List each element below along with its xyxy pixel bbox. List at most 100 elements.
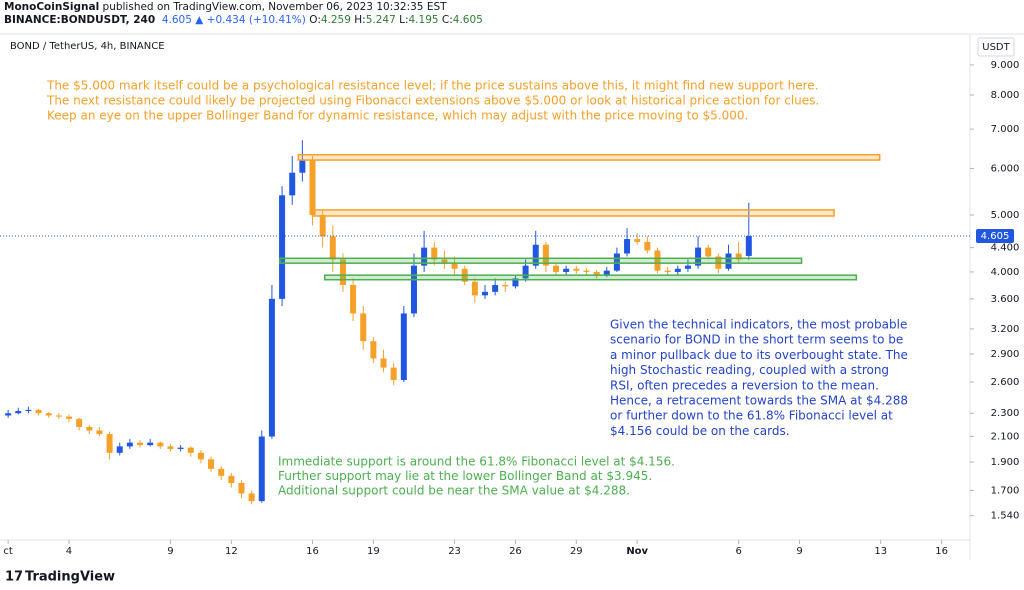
candle-body [360, 313, 367, 342]
candle-body [35, 409, 42, 414]
annotation-line: a minor pullback due to its overbought s… [610, 348, 908, 362]
y-tick-label: 2.900 [991, 349, 1020, 360]
candle-body [218, 468, 225, 476]
candle-body [157, 442, 164, 447]
candle-body [86, 426, 93, 431]
candle-body [400, 313, 407, 380]
candle-body [258, 436, 265, 502]
candle-body [553, 265, 560, 272]
candle-body [451, 262, 458, 269]
candle-body [654, 250, 661, 271]
ohlc-key: H: [354, 14, 366, 26]
candle-body [603, 270, 610, 276]
x-tick-label: 4 [66, 546, 72, 557]
x-tick-label: 12 [225, 546, 238, 557]
publish-line: MonoCoinSignal published on TradingView.… [4, 1, 483, 14]
candle-body [126, 442, 133, 447]
y-tick-label: 4.000 [991, 267, 1020, 278]
footer-logo: 17 TradingView [5, 570, 115, 585]
x-tick-label: 9 [796, 546, 802, 557]
annotation-line: Additional support could be near the SMA… [278, 484, 630, 498]
candle-body [421, 247, 428, 266]
candle-body [613, 253, 620, 271]
candle-body [5, 413, 12, 416]
currency-box[interactable] [977, 37, 1015, 57]
y-tick-label: 2.100 [991, 431, 1020, 442]
candle-body [684, 265, 691, 269]
annotation: The $5.000 mark itself could be a psycho… [46, 79, 819, 123]
currency-label: USDT [982, 42, 1010, 53]
zone [323, 274, 858, 281]
candle-body [248, 493, 255, 502]
candle-body [339, 259, 346, 286]
annotation-line: scenario for BOND in the short term seem… [610, 333, 903, 347]
candle-body [15, 411, 22, 414]
plot-area [5, 140, 752, 505]
candle-body [380, 358, 387, 368]
candle-body [350, 285, 357, 314]
candle-body [45, 413, 52, 416]
candle-body [542, 244, 549, 266]
y-tick-label: 3.600 [991, 294, 1020, 305]
x-tick-label: 19 [367, 546, 380, 557]
ohlc-value: 4.195 [408, 14, 439, 26]
candle-body [177, 447, 184, 449]
annotation-line: The next resistance could likely be proj… [46, 94, 819, 108]
candle-body [705, 247, 712, 257]
candle-body [532, 244, 539, 266]
y-tick-label: 2.600 [991, 377, 1020, 388]
candle-body [492, 285, 499, 292]
candle-body [725, 253, 732, 269]
last-price-label: 4.605 [981, 231, 1010, 242]
symbol-line: BINANCE:BONDUSDT, 240 4.605 ▲ +0.434 (+1… [4, 14, 483, 27]
ohlc-key: C: [441, 14, 453, 26]
candle-body [96, 430, 103, 435]
candle-body [563, 268, 570, 272]
logo-text: TradingView [25, 570, 115, 585]
logo-mark: 17 [5, 570, 23, 585]
candle-body [137, 442, 144, 446]
candle-body [482, 291, 488, 296]
candle-body [319, 214, 326, 237]
candle-body [309, 160, 316, 215]
candle-body [187, 447, 194, 453]
candle-body [735, 253, 742, 260]
annotation-line: Given the technical indicators, the most… [610, 318, 907, 332]
ohlc: O:4.259 H:5.247 L:4.195 C:4.605 [309, 14, 483, 26]
x-tick-label: 26 [509, 546, 522, 557]
x-tick-label: 23 [448, 546, 461, 557]
x-tick-label: 6 [735, 546, 741, 557]
candle-body [471, 281, 478, 296]
candle-body [268, 298, 275, 437]
y-tick-label: 1.700 [991, 485, 1020, 496]
candle-body [289, 172, 296, 196]
annotation-line: Immediate support is around the 61.8% Fi… [278, 455, 675, 469]
publisher: MonoCoinSignal [4, 1, 100, 13]
last: 4.605 [161, 14, 192, 26]
candle-body [441, 259, 448, 263]
annotation: Immediate support is around the 61.8% Fi… [278, 455, 675, 498]
ohlc-key: L: [399, 14, 409, 26]
y-tick-label: 2.300 [991, 408, 1020, 419]
last-price-tag [976, 228, 1014, 243]
x-tick-label: 16 [306, 546, 319, 557]
annotation-line: RSI, often precedes a reversion to the m… [610, 378, 879, 392]
candle-body [573, 268, 580, 271]
ohlc-value: 5.247 [365, 14, 396, 26]
candle-body [238, 483, 245, 494]
candle-body [329, 236, 336, 260]
candle-body [279, 195, 286, 299]
y-tick-label: 5.000 [991, 210, 1020, 221]
candle-body [644, 241, 651, 251]
candle-body [745, 235, 752, 256]
candle-body [299, 160, 306, 173]
candle-body [197, 452, 204, 460]
candle-body [147, 442, 154, 446]
candle-body [431, 247, 438, 260]
candle-body [695, 247, 702, 266]
candle-body [370, 341, 377, 359]
x-tick-label: ct [3, 546, 12, 557]
x-tick-label: 9 [167, 546, 173, 557]
y-tick-label: 8.000 [991, 90, 1020, 101]
